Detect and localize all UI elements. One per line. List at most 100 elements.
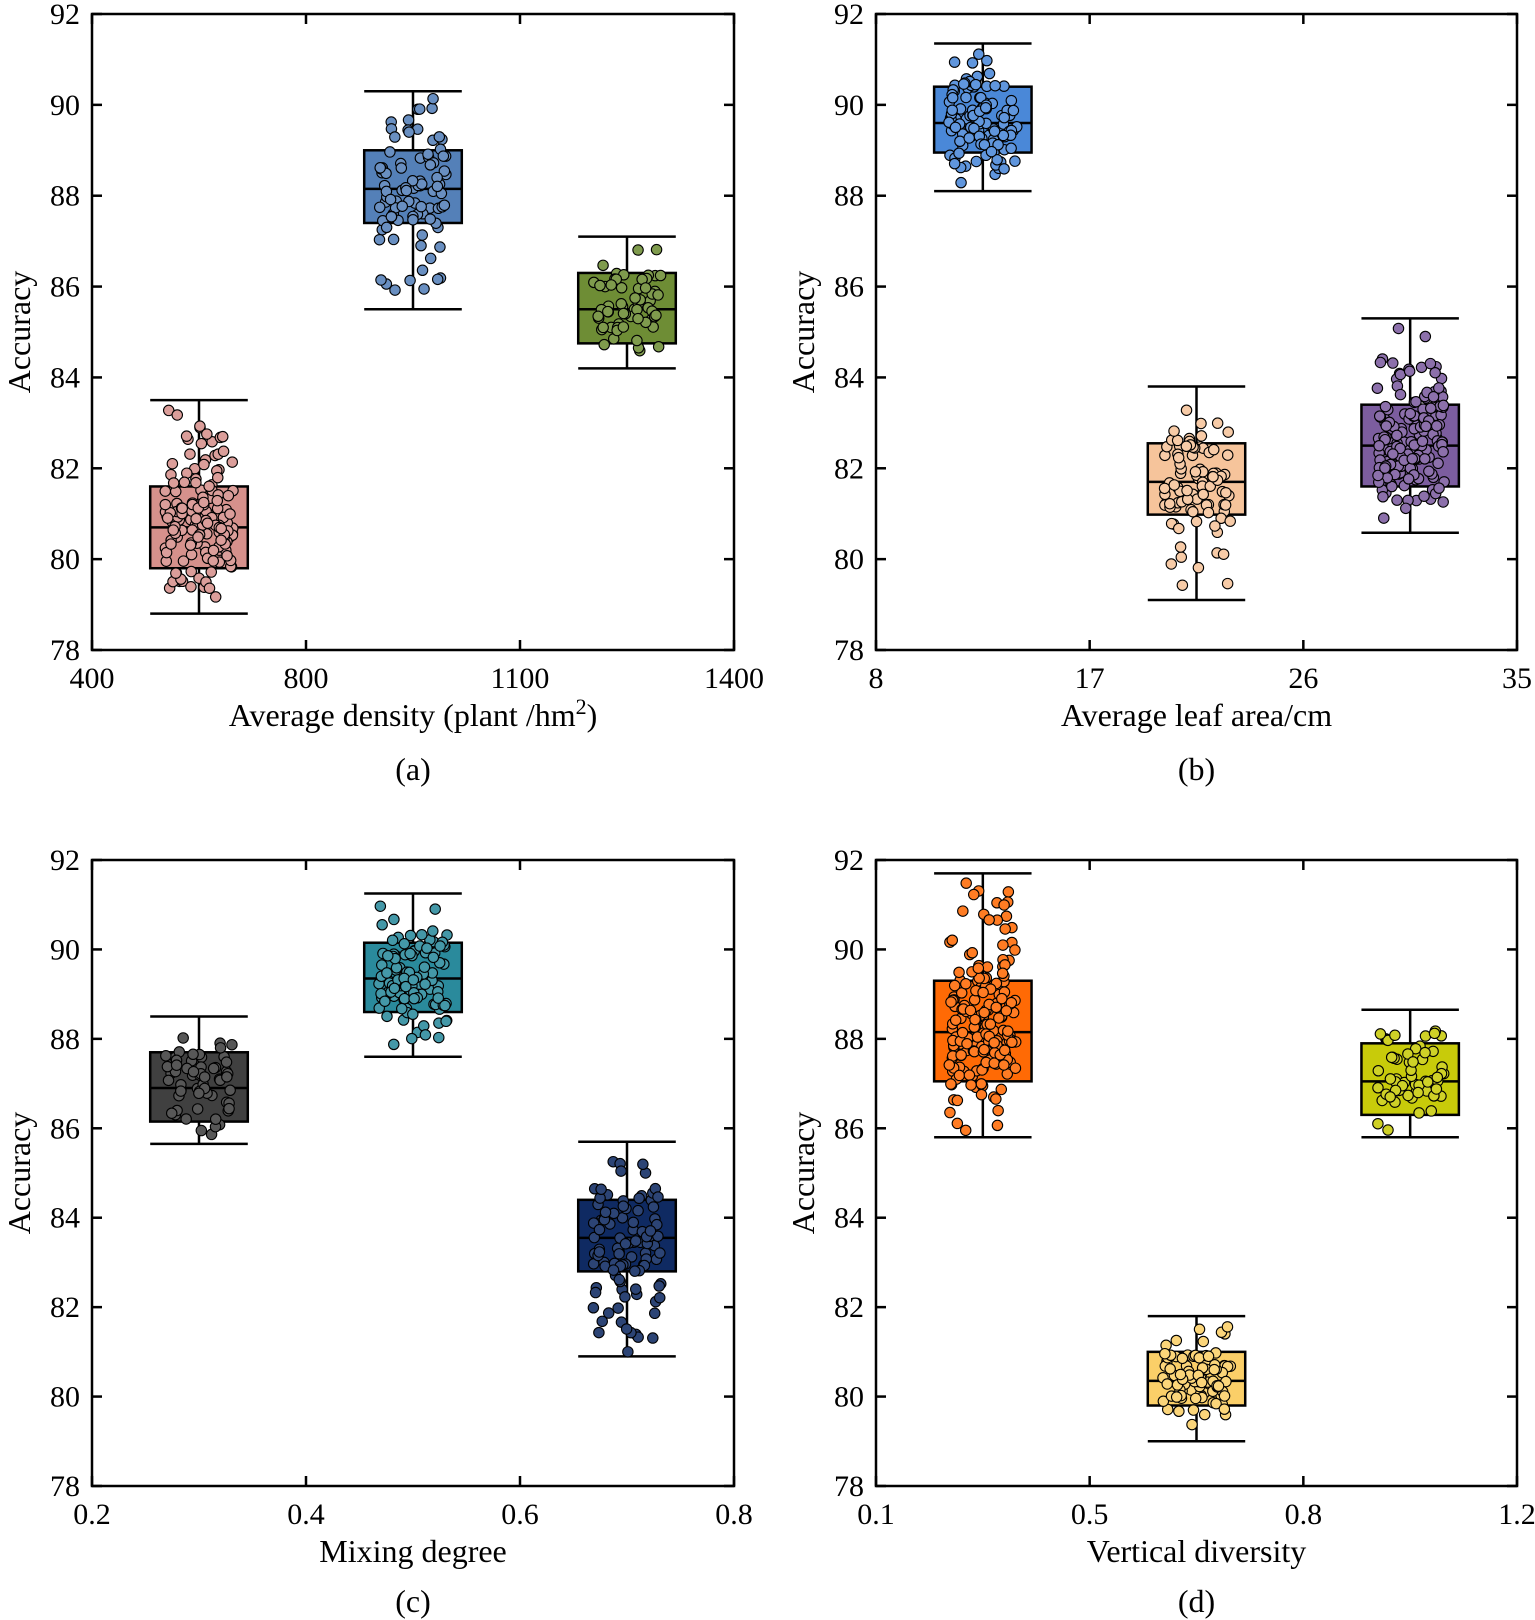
data-point <box>184 448 196 460</box>
data-point <box>615 1165 627 1177</box>
data-point <box>1430 1083 1443 1095</box>
data-point <box>1425 1105 1438 1117</box>
plot-frame <box>874 858 1519 1488</box>
x-tick-label: 0.1 <box>857 1498 895 1531</box>
data-point <box>948 979 961 992</box>
x-tick-label: 0.8 <box>1285 1498 1323 1531</box>
data-point <box>185 581 197 593</box>
data-point <box>1195 430 1208 442</box>
data-point <box>632 1204 644 1217</box>
data-point <box>1221 577 1234 590</box>
data-point <box>192 531 204 543</box>
data-point <box>953 966 965 979</box>
data-point <box>406 175 419 187</box>
data-point <box>981 54 993 67</box>
data-point <box>205 566 218 578</box>
data-point <box>1165 558 1178 570</box>
box-group <box>148 1015 250 1146</box>
data-point <box>1424 357 1437 370</box>
data-point <box>1425 402 1437 415</box>
data-point <box>175 1085 187 1097</box>
y-tick-label: 82 <box>50 452 80 485</box>
data-point <box>612 1302 624 1314</box>
y-tick-label: 80 <box>834 543 864 576</box>
data-point <box>438 165 451 177</box>
data-point <box>992 1104 1004 1117</box>
data-point <box>226 1038 238 1051</box>
box-group <box>1360 317 1461 535</box>
data-point <box>1416 435 1429 447</box>
data-point <box>1418 490 1430 502</box>
data-point <box>1007 104 1020 117</box>
data-point <box>166 457 179 470</box>
data-point <box>1379 462 1391 474</box>
data-point <box>956 1026 969 1039</box>
data-point <box>637 1158 649 1171</box>
data-point <box>1420 420 1432 433</box>
data-point <box>1193 1323 1206 1336</box>
data-point <box>380 221 393 234</box>
y-tick-label: 82 <box>50 1291 80 1324</box>
data-point <box>1193 1352 1205 1364</box>
data-point <box>400 980 412 993</box>
data-point <box>1002 1025 1014 1037</box>
data-point <box>953 1069 966 1082</box>
data-point <box>1389 1029 1401 1042</box>
data-point <box>654 1247 666 1259</box>
y-tick-label: 86 <box>834 1112 864 1145</box>
data-point <box>996 967 1009 980</box>
data-point <box>160 1050 172 1062</box>
data-point <box>599 1206 612 1219</box>
data-point <box>625 1251 638 1263</box>
data-point <box>607 1264 620 1276</box>
data-point <box>216 430 229 443</box>
data-point <box>1419 453 1431 465</box>
data-point <box>620 1323 633 1335</box>
data-point <box>1437 496 1449 508</box>
x-tick-label: 0.6 <box>501 1498 539 1531</box>
data-point <box>1009 155 1021 167</box>
data-point <box>1379 400 1392 413</box>
data-point <box>203 480 215 492</box>
data-point <box>1189 1392 1202 1405</box>
data-point <box>187 1048 199 1061</box>
data-point <box>422 148 434 160</box>
data-point <box>991 154 1003 166</box>
data-point <box>170 1059 183 1071</box>
data-point <box>951 1117 964 1130</box>
data-point <box>176 502 188 515</box>
data-point <box>990 1093 1002 1105</box>
data-point <box>431 273 444 286</box>
data-point <box>1391 429 1403 442</box>
data-point <box>214 1042 227 1054</box>
panel-b: 78 80 82 84 86 88 90 92 8 17 26 35 Accuracy Average l… <box>785 0 1532 787</box>
data-point <box>592 310 604 323</box>
box-group <box>576 1140 678 1358</box>
data-point <box>593 1246 606 1258</box>
data-point <box>1433 382 1445 394</box>
data-point <box>1170 1391 1183 1403</box>
data-point <box>969 78 982 91</box>
data-point <box>403 126 415 138</box>
data-point <box>1384 1073 1397 1085</box>
data-point <box>1221 1321 1234 1333</box>
data-point <box>622 1346 634 1358</box>
data-point <box>408 992 420 1005</box>
data-point <box>973 48 985 60</box>
data-point <box>195 1124 208 1137</box>
data-point <box>1413 1107 1425 1119</box>
data-point <box>1432 457 1444 470</box>
y-tick-label: 84 <box>834 1202 864 1235</box>
panel-label: (d) <box>1178 1583 1215 1619</box>
data-point <box>961 1037 973 1050</box>
data-point <box>419 1029 432 1041</box>
data-point <box>1005 996 1018 1009</box>
y-tick-label: 90 <box>834 89 864 122</box>
data-point <box>945 1078 957 1090</box>
data-point <box>415 239 427 252</box>
data-point <box>1009 1062 1022 1074</box>
data-point <box>431 180 444 193</box>
data-point <box>619 1291 631 1303</box>
plot-frame <box>90 858 736 1488</box>
plot-frame <box>874 12 1519 652</box>
